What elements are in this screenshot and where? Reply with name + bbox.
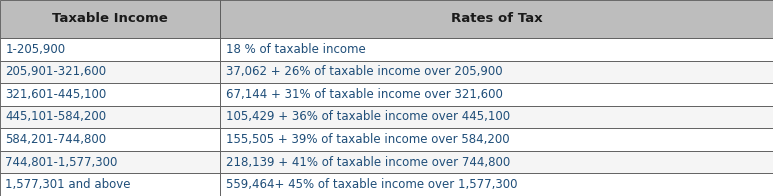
Bar	[0, 0, 220, 38]
Text: 584,201-744,800: 584,201-744,800	[5, 133, 107, 146]
Text: Taxable Income: Taxable Income	[53, 13, 168, 25]
Text: 445,101-584,200: 445,101-584,200	[5, 111, 107, 123]
Bar	[0, 106, 220, 128]
Text: 105,429 + 36% of taxable income over 445,100: 105,429 + 36% of taxable income over 445…	[226, 111, 510, 123]
Bar	[0, 61, 220, 83]
Bar	[220, 173, 773, 196]
Bar	[0, 128, 220, 151]
Bar	[220, 61, 773, 83]
Bar	[0, 83, 220, 106]
Bar	[0, 38, 220, 61]
Text: Rates of Tax: Rates of Tax	[451, 13, 543, 25]
Bar	[220, 128, 773, 151]
Text: 559,464+ 45% of taxable income over 1,577,300: 559,464+ 45% of taxable income over 1,57…	[226, 178, 517, 191]
Text: 155,505 + 39% of taxable income over 584,200: 155,505 + 39% of taxable income over 584…	[226, 133, 509, 146]
Bar	[220, 83, 773, 106]
Bar	[220, 106, 773, 128]
Text: 1-205,900: 1-205,900	[5, 43, 66, 56]
Text: 321,601-445,100: 321,601-445,100	[5, 88, 107, 101]
Text: 205,901-321,600: 205,901-321,600	[5, 65, 107, 78]
Bar	[220, 0, 773, 38]
Text: 1,577,301 and above: 1,577,301 and above	[5, 178, 131, 191]
Bar	[0, 173, 220, 196]
Text: 67,144 + 31% of taxable income over 321,600: 67,144 + 31% of taxable income over 321,…	[226, 88, 502, 101]
Text: 744,801-1,577,300: 744,801-1,577,300	[5, 156, 117, 169]
Text: 18 % of taxable income: 18 % of taxable income	[226, 43, 366, 56]
Text: 37,062 + 26% of taxable income over 205,900: 37,062 + 26% of taxable income over 205,…	[226, 65, 502, 78]
Bar	[220, 38, 773, 61]
Bar	[0, 151, 220, 173]
Bar	[220, 151, 773, 173]
Text: 218,139 + 41% of taxable income over 744,800: 218,139 + 41% of taxable income over 744…	[226, 156, 510, 169]
